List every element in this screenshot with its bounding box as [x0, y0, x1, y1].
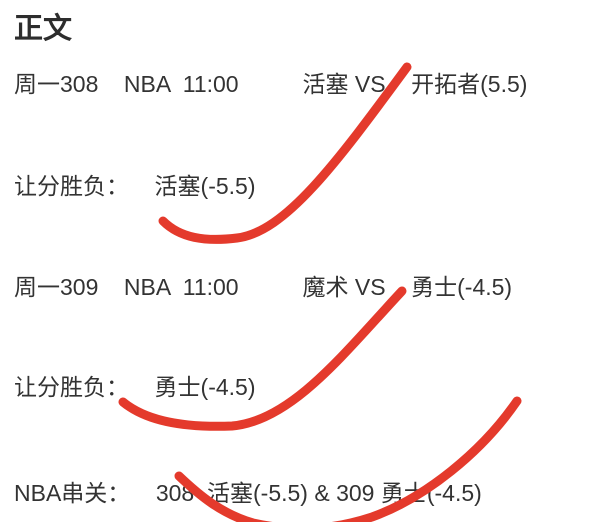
parlay-line: NBA串关： 308 活塞(-5.5) & 309 勇士(-4.5) — [14, 480, 482, 506]
match-line-309: 周一309 NBA 11:00 魔术 VS 勇士(-4.5) — [14, 274, 513, 300]
bet-line-308: 让分胜负： 活塞(-5.5) — [14, 173, 256, 199]
match-line-308: 周一308 NBA 11:00 活塞 VS 开拓者(5.5) — [14, 71, 528, 97]
article-heading: 正文 — [14, 13, 73, 45]
red-checkmark-stroke-2 — [118, 286, 407, 431]
bet-line-309: 让分胜负： 勇士(-4.5) — [14, 374, 256, 400]
